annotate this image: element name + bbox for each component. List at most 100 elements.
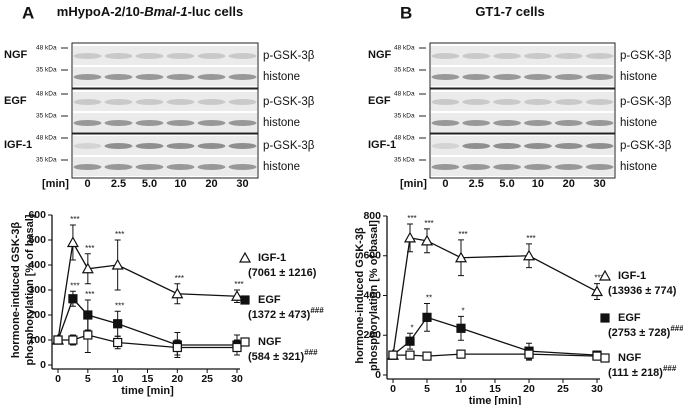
legend-note-text: (111 ± 218) (608, 367, 663, 379)
blot-band (431, 120, 460, 126)
legend-name: IGF-1 (618, 270, 646, 282)
lane-time: 5.0 (142, 178, 157, 190)
marker (420, 234, 434, 246)
y-tick-label: 0 (40, 359, 46, 371)
legend-note: (111 ± 218)### (608, 364, 677, 379)
marker (522, 249, 536, 261)
legend-name: IGF-1 (258, 252, 286, 264)
y-tick-label: 800 (363, 210, 381, 222)
significance: *** (70, 281, 79, 290)
series-line (392, 316, 598, 356)
blot-band (524, 143, 552, 149)
blot-strip (431, 113, 614, 132)
strip-label: histone (620, 117, 657, 129)
significance: *** (85, 244, 94, 253)
blot-band (73, 120, 102, 126)
blot-band (431, 53, 460, 59)
marker (111, 258, 124, 270)
blot-band (104, 53, 133, 59)
significance: *** (526, 234, 535, 243)
legend-name: NGF (618, 352, 642, 364)
lane-time: 0 (84, 178, 90, 190)
kda-label: 35 kDa (394, 113, 415, 120)
x-tick-label: 20 (523, 383, 535, 395)
x-tick-label: 15 (489, 383, 501, 395)
legend-marker (598, 269, 612, 281)
x-tick-label: 25 (557, 383, 569, 395)
kda-label: 35 kDa (36, 67, 57, 74)
x-tick-label: 0 (390, 383, 396, 395)
time-unit: [min] (400, 178, 427, 190)
series-line (57, 240, 238, 341)
blot-strip (73, 67, 257, 86)
lane-time: 10 (174, 178, 186, 190)
legend-sig: ### (663, 364, 677, 373)
blot-frame (429, 88, 616, 135)
strip-label: p-GSK-3β (620, 50, 672, 62)
blot-band (554, 143, 583, 149)
blot-band (104, 120, 133, 126)
significance: * (461, 306, 464, 315)
blot-strip (73, 46, 257, 65)
blot-band (524, 120, 552, 126)
blot-band (462, 120, 491, 126)
marker (68, 335, 78, 345)
blot-frame (429, 42, 616, 89)
marker (405, 350, 415, 360)
blot-band (228, 143, 257, 149)
x-tick-label: 0 (55, 373, 61, 385)
marker (403, 231, 417, 243)
blot-strip (431, 136, 614, 155)
blot-band (104, 99, 133, 105)
legend-note-text: (584 ± 321) (248, 351, 305, 363)
marker (454, 251, 468, 263)
x-axis-label: time [min] (469, 395, 522, 405)
legend-sig: ### (670, 324, 683, 333)
x-tick-label: 30 (231, 373, 243, 385)
significance: ** (426, 294, 432, 303)
strip-label: histone (620, 161, 657, 173)
blot-band (135, 143, 164, 149)
y-tick-label: 200 (363, 329, 381, 341)
blot-band (554, 53, 583, 59)
strip-label: histone (263, 161, 300, 173)
kda-label: 48 kDa (394, 91, 415, 98)
marker (230, 290, 244, 301)
x-tick-label: 20 (171, 373, 183, 385)
y-axis-label: hormone-induced GSK-3β (354, 227, 366, 364)
lane-time: 30 (236, 178, 248, 190)
blot-band (104, 143, 133, 149)
strip-label: p-GSK-3β (263, 50, 315, 62)
significance: *** (594, 274, 603, 283)
kda-label: 35 kDa (36, 157, 57, 164)
kda-label: 35 kDa (394, 67, 415, 74)
blot-band (73, 53, 102, 59)
blot-strip (73, 136, 257, 155)
x-tick-label: 5 (85, 373, 91, 385)
marker (53, 335, 63, 345)
blot-band (524, 53, 552, 59)
x-tick-label: 30 (591, 383, 603, 395)
legend-sig: ### (304, 348, 318, 357)
series-line (392, 237, 598, 356)
blot-band (554, 164, 583, 170)
blot-band (166, 120, 195, 126)
lane-time: 0 (442, 178, 448, 190)
blot-band (228, 120, 257, 126)
x-tick-label: 10 (455, 383, 467, 395)
blot-band (197, 53, 226, 59)
significance: *** (115, 230, 124, 239)
marker (232, 342, 242, 353)
legend-sig: ### (310, 306, 324, 315)
blot-band (493, 99, 521, 105)
blot-band (493, 53, 521, 59)
significance: *** (234, 280, 243, 289)
legend-note-text: (13936 ± 774) (608, 285, 677, 297)
marker (81, 262, 94, 274)
legend-note-text: (7061 ± 1216) (248, 267, 317, 279)
lane-time: 10 (532, 178, 544, 190)
significance: *** (175, 274, 184, 283)
y-tick-label: 100 (28, 334, 46, 346)
blot-band (228, 74, 257, 80)
